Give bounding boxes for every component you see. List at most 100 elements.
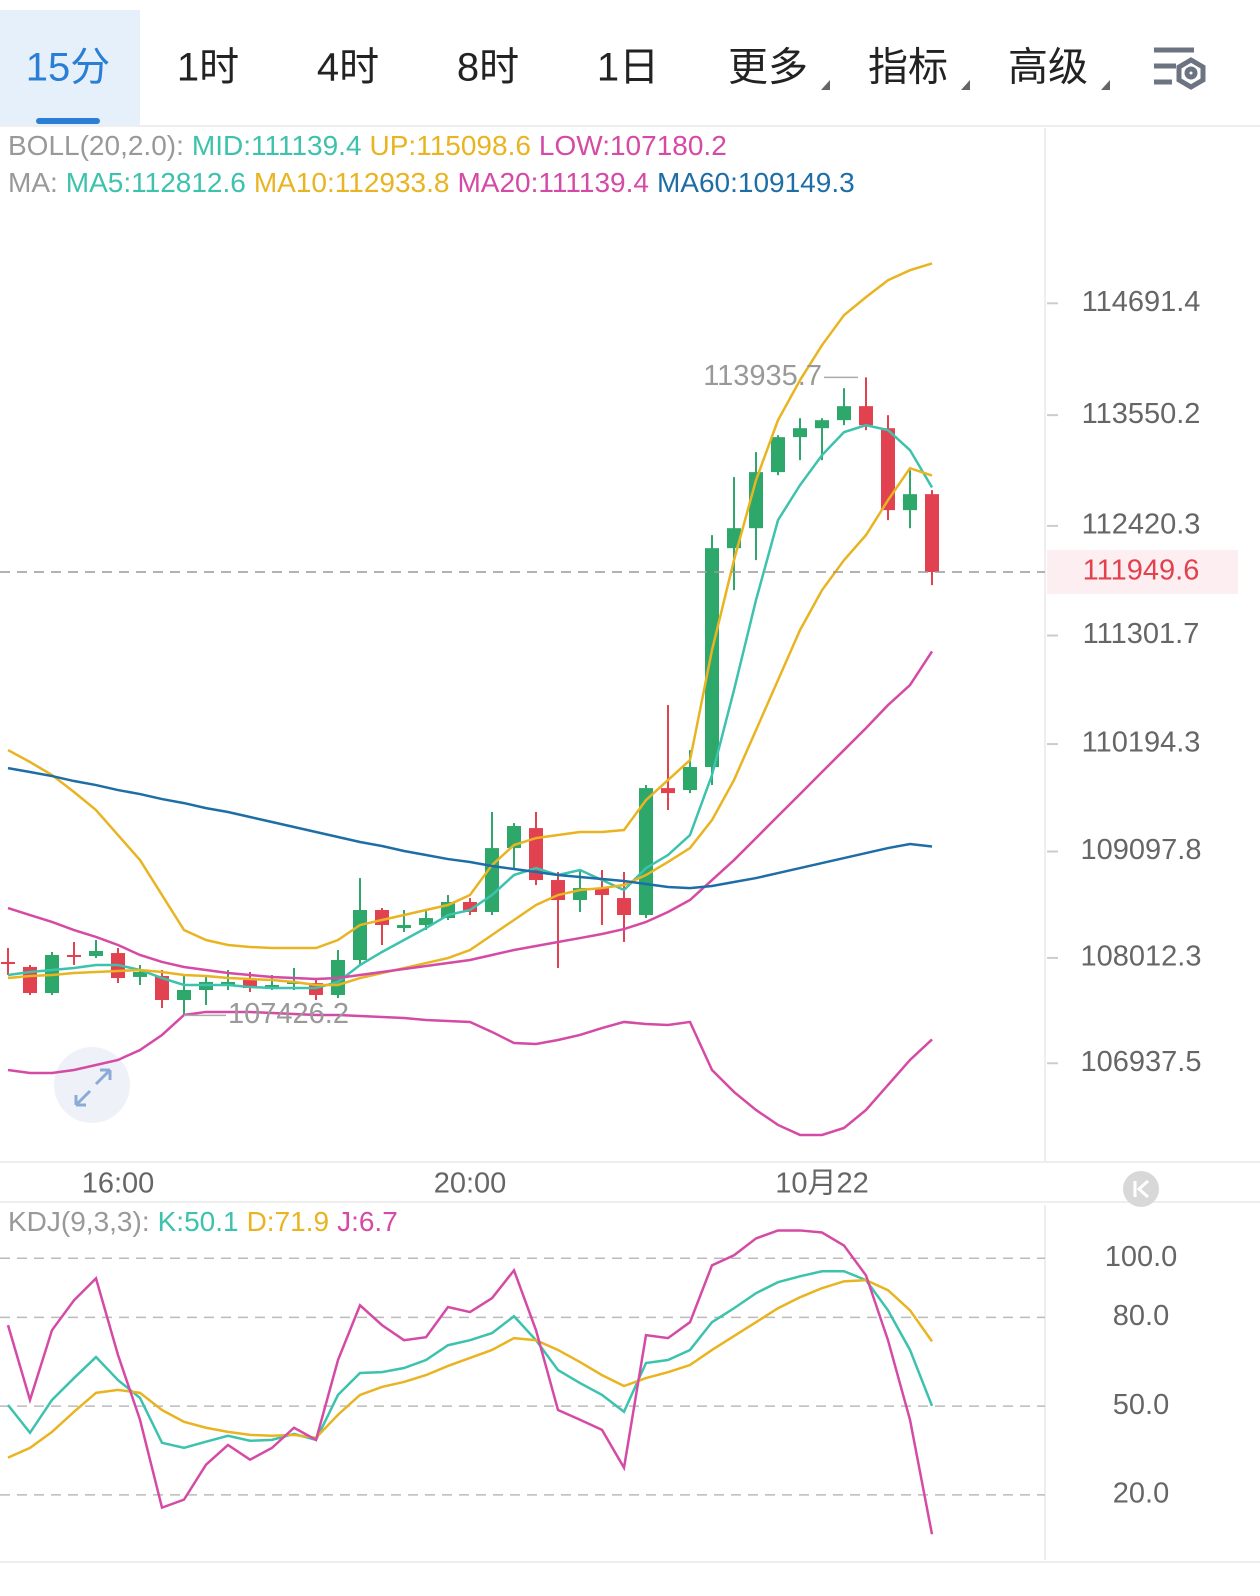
candle-body	[265, 984, 279, 989]
legend-entry: MA5:112812.6	[66, 167, 246, 198]
y-tick-label: 114691.4	[1082, 286, 1201, 318]
candle-body	[221, 981, 235, 985]
indicator-line	[7, 262, 933, 950]
indicator-line	[7, 1010, 933, 1137]
candle-body	[573, 888, 587, 901]
y-tick-label: 106937.5	[1081, 1046, 1202, 1078]
active-tab-bg	[0, 10, 140, 125]
y-tick-label: 108012.3	[1081, 941, 1202, 973]
candle-body	[507, 826, 521, 849]
legend-entry: MID:111139.4	[192, 130, 362, 161]
high-label: 113935.7	[703, 360, 822, 392]
indicator-line	[7, 1270, 934, 1450]
candle-body	[595, 888, 609, 896]
y-tick-label: 100.0	[1105, 1241, 1178, 1273]
legend: KDJ(9,3,3): K:50.1 D:71.9 J:6.7	[8, 1206, 398, 1237]
indicator-line	[7, 466, 933, 987]
candle-body	[815, 420, 829, 429]
tab[interactable]: 1日	[597, 46, 659, 90]
y-tick-label: 20.0	[1113, 1478, 1169, 1510]
expand-button[interactable]	[54, 1047, 130, 1123]
y-tick-label: 80.0	[1113, 1300, 1169, 1332]
tab[interactable]: 15分	[26, 46, 111, 90]
expand-icon	[74, 1068, 112, 1107]
candle-body	[617, 898, 631, 916]
tab[interactable]: 4时	[317, 46, 379, 90]
low-label: 107426.2	[228, 998, 349, 1030]
legend-entry: MA10:112933.8	[254, 167, 450, 198]
dropdown-caret	[961, 80, 970, 90]
legend-entry: J:6.7	[337, 1206, 398, 1237]
candle-body	[903, 494, 917, 511]
candle-body	[177, 989, 191, 1000]
candle-body	[463, 901, 477, 912]
y-tick-label: 111301.7	[1083, 618, 1200, 650]
icon-gear-hole	[1184, 66, 1198, 80]
tab[interactable]: 更多	[728, 46, 808, 90]
tab[interactable]: 1时	[177, 46, 239, 90]
y-tick-label: 112420.3	[1082, 509, 1201, 541]
legend-entry: MA20:111139.4	[457, 167, 648, 198]
candle-body	[661, 788, 675, 794]
candle-body	[133, 971, 147, 977]
candle-body	[837, 406, 851, 421]
legend-entry: UP:115098.6	[370, 130, 531, 161]
candle-body	[89, 950, 103, 956]
candle-body	[683, 767, 697, 791]
candle-body	[1, 961, 15, 965]
active-tab-underline	[36, 118, 100, 124]
candle-body	[529, 828, 543, 881]
legend-entry: K:50.1	[158, 1206, 239, 1237]
candle-body	[925, 494, 939, 573]
expand-bg	[54, 1047, 130, 1123]
last-price-bg	[1047, 550, 1238, 595]
candle-body	[67, 955, 81, 958]
scroll-latest-button[interactable]	[1123, 1171, 1159, 1207]
candle-body	[397, 925, 411, 929]
tab[interactable]: 指标	[868, 46, 948, 90]
candle-body	[793, 428, 807, 438]
indicator-line	[7, 423, 934, 990]
y-tick-label: 50.0	[1113, 1389, 1169, 1421]
indicator-line	[7, 650, 934, 981]
candle-body	[749, 472, 763, 529]
x-tick-label: 20:00	[434, 1168, 507, 1200]
settings-icon[interactable]	[1154, 47, 1206, 90]
legend-title: BOLL(20,2.0):	[8, 130, 184, 161]
y-tick-label: 109097.8	[1081, 834, 1202, 866]
dropdown-caret	[1101, 80, 1110, 90]
indicator-line	[7, 766, 933, 890]
candle-body	[375, 910, 389, 926]
indicator-line	[7, 1278, 934, 1459]
legend-title: MA:	[8, 167, 58, 198]
icon-gear	[1176, 57, 1206, 90]
candle-body	[243, 979, 257, 989]
candle-body	[859, 406, 873, 426]
candle-body	[771, 437, 785, 473]
legend-entry: LOW:107180.2	[539, 130, 727, 161]
tab[interactable]: 高级	[1008, 46, 1088, 90]
tab[interactable]: 8时	[457, 46, 519, 90]
y-tick-label: 110194.3	[1082, 727, 1201, 759]
legend: MA: MA5:112812.6 MA10:112933.8 MA20:111139.…	[8, 167, 855, 198]
dropdown-caret	[821, 80, 830, 90]
candle-body	[705, 548, 719, 768]
legend: BOLL(20,2.0): MID:111139.4 UP:115098.6 LOW:…	[8, 130, 727, 161]
candle-body	[881, 428, 895, 511]
candle-body	[419, 918, 433, 926]
legend-entry: MA60:109149.3	[657, 167, 855, 198]
candle-body	[353, 910, 367, 961]
scroll-icon	[1133, 1179, 1149, 1199]
indicator-line	[6, 1229, 934, 1535]
candle-body	[155, 975, 169, 1000]
y-tick-label: 113550.2	[1082, 398, 1201, 430]
legend-title: KDJ(9,3,3):	[8, 1206, 150, 1237]
candle-body	[485, 848, 499, 912]
legend-entry: D:71.9	[247, 1206, 330, 1237]
x-tick-label: 10月22	[775, 1168, 869, 1200]
x-tick-label: 16:00	[82, 1168, 155, 1200]
last-price-label: 111949.6	[1083, 555, 1200, 587]
